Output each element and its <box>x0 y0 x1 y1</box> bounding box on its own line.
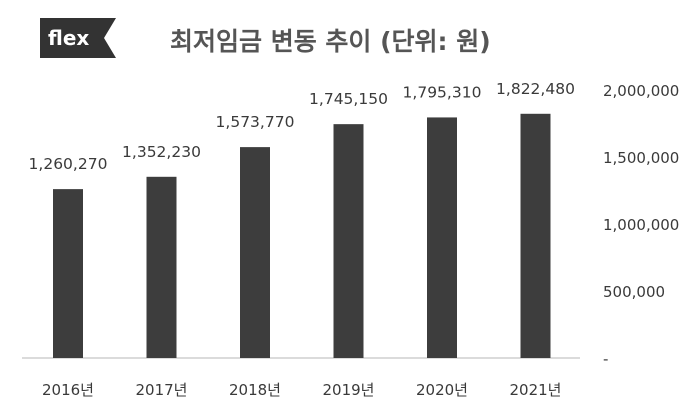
bar-2017년 <box>146 176 177 358</box>
x-tick-label: 2020년 <box>416 381 468 399</box>
flex-logo: flex <box>40 18 120 58</box>
value-label: 1,573,770 <box>216 113 295 131</box>
y-tick-label: 2,000,000 <box>603 82 679 100</box>
y-tick-label: - <box>603 350 608 368</box>
bar-2020년 <box>427 117 457 358</box>
value-labels-group: 1,260,270 1,352,230 1,573,770 1,745,150 1,79… <box>29 80 575 173</box>
value-label: 1,352,230 <box>122 143 201 161</box>
value-label: 1,260,270 <box>29 155 108 173</box>
logo-banner-shape <box>40 18 116 58</box>
value-label: 1,795,310 <box>403 83 482 101</box>
bar-2016년 <box>53 189 83 358</box>
bar-2021년 <box>520 113 551 358</box>
y-tick-label: 1,000,000 <box>603 216 679 234</box>
x-tick-label: 2017년 <box>136 381 188 399</box>
flex-logo-badge: flex <box>40 18 116 58</box>
value-label: 1,745,150 <box>309 90 388 108</box>
chart-title: 최저임금 변동 추이 (단위: 원) <box>170 27 491 56</box>
y-tick-labels-group: - 500,000 1,000,000 1,500,000 2,000,000 <box>603 82 679 368</box>
bar-2019년 <box>333 124 364 358</box>
y-tick-label: 1,500,000 <box>603 149 679 167</box>
x-tick-label: 2016년 <box>42 381 94 399</box>
x-tick-labels-group: 2016년 2017년 2018년 2019년 2020년 2021년 <box>42 381 561 399</box>
x-tick-label: 2018년 <box>229 381 281 399</box>
x-tick-label: 2021년 <box>510 381 562 399</box>
y-tick-label: 500,000 <box>603 283 665 301</box>
bar-2018년 <box>240 147 270 358</box>
value-label: 1,822,480 <box>496 80 575 98</box>
x-tick-label: 2019년 <box>323 381 375 399</box>
bars-group <box>53 113 551 358</box>
logo-text: flex <box>48 26 89 50</box>
